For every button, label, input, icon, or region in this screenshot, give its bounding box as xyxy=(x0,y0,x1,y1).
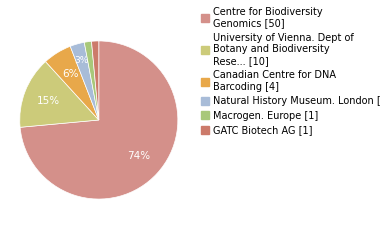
Wedge shape xyxy=(20,41,178,199)
Wedge shape xyxy=(84,41,99,120)
Text: 6%: 6% xyxy=(62,69,79,79)
Text: 3%: 3% xyxy=(75,56,89,65)
Wedge shape xyxy=(70,42,99,120)
Wedge shape xyxy=(20,62,99,127)
Text: 74%: 74% xyxy=(127,151,150,161)
Wedge shape xyxy=(46,46,99,120)
Wedge shape xyxy=(92,41,99,120)
Text: 15%: 15% xyxy=(37,96,60,106)
Legend: Centre for Biodiversity
Genomics [50], University of Vienna. Dept of
Botany and : Centre for Biodiversity Genomics [50], U… xyxy=(199,5,380,137)
